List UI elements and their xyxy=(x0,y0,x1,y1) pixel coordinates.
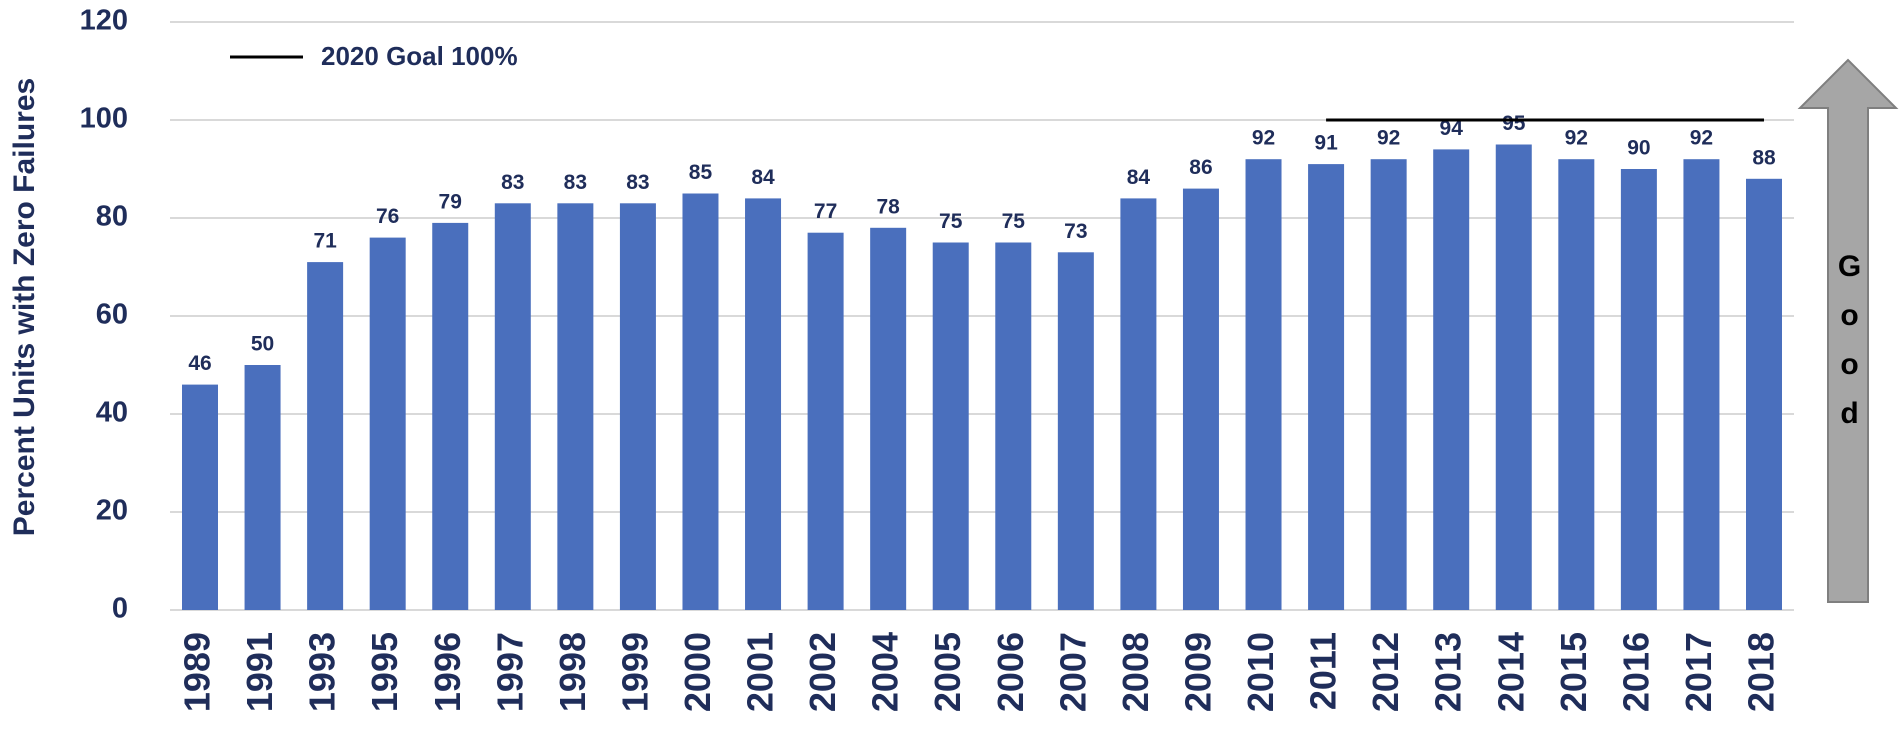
value-label: 86 xyxy=(1189,156,1212,179)
bar xyxy=(244,365,281,610)
x-tick-label: 2017 xyxy=(1678,632,1719,712)
value-label: 85 xyxy=(689,161,713,184)
arrow-label: Good xyxy=(1833,250,1866,446)
value-label: 84 xyxy=(751,166,775,189)
y-tick-label: 60 xyxy=(96,299,128,331)
bar xyxy=(619,203,656,611)
value-label: 92 xyxy=(1565,127,1588,150)
value-label: 84 xyxy=(1127,166,1151,189)
x-tick-label: 1997 xyxy=(489,632,530,712)
bar xyxy=(1495,144,1532,610)
y-tick-label: 80 xyxy=(96,201,128,233)
value-label: 78 xyxy=(876,195,900,218)
x-tick-label: 1999 xyxy=(614,632,655,712)
x-tick-label: 2008 xyxy=(1115,632,1156,712)
arrow-shape xyxy=(1797,58,1899,603)
bar xyxy=(1683,159,1720,610)
x-tick-label: 2014 xyxy=(1490,632,1531,712)
x-tick-label: 2012 xyxy=(1365,632,1406,712)
y-axis-label: Percent Units with Zero Failures xyxy=(8,78,41,536)
bar xyxy=(870,227,907,611)
x-tick-label: 2013 xyxy=(1428,632,1469,712)
value-label: 92 xyxy=(1252,127,1275,150)
value-label: 50 xyxy=(251,333,274,356)
bar xyxy=(557,203,594,611)
bar xyxy=(182,384,218,610)
x-tick-label: 2000 xyxy=(677,632,718,712)
x-tick-label: 1996 xyxy=(427,632,468,712)
bar xyxy=(745,198,782,610)
value-label: 95 xyxy=(1502,112,1526,135)
y-tick-label: 20 xyxy=(96,495,128,527)
value-label: 76 xyxy=(376,205,399,228)
x-tick-label: 2010 xyxy=(1240,632,1281,712)
bar xyxy=(995,242,1032,610)
bar xyxy=(1558,159,1595,610)
y-tick-label: 100 xyxy=(80,103,128,135)
x-tick-label: 2002 xyxy=(802,632,843,712)
x-tick-label: 1991 xyxy=(239,632,280,712)
value-label: 83 xyxy=(626,171,649,194)
bar xyxy=(1182,188,1219,610)
bar xyxy=(307,262,344,610)
value-label: 91 xyxy=(1314,132,1338,155)
x-tick-label: 2018 xyxy=(1741,632,1782,712)
bar xyxy=(1308,164,1345,610)
value-label: 94 xyxy=(1440,117,1464,140)
x-tick-label: 1989 xyxy=(177,632,218,712)
x-tick-label: 2007 xyxy=(1052,632,1093,712)
bar xyxy=(1433,149,1470,610)
bar xyxy=(1370,159,1407,610)
legend-label: 2020 Goal 100% xyxy=(321,41,518,71)
value-label: 77 xyxy=(814,200,837,223)
y-tick-label: 0 xyxy=(112,593,128,625)
value-label: 73 xyxy=(1064,220,1087,243)
bar xyxy=(1120,198,1157,610)
value-label: 75 xyxy=(1002,210,1026,233)
value-label: 92 xyxy=(1377,127,1400,150)
x-tick-label: 1993 xyxy=(302,632,343,712)
bar xyxy=(369,237,406,610)
x-tick-label: 2016 xyxy=(1615,632,1656,712)
x-tick-label: 1998 xyxy=(552,632,593,712)
x-tick-label: 1995 xyxy=(364,632,405,712)
value-label: 46 xyxy=(188,352,211,375)
y-tick-label: 40 xyxy=(96,397,128,429)
bar xyxy=(1245,159,1282,610)
x-tick-label: 2006 xyxy=(990,632,1031,712)
bar xyxy=(682,193,719,610)
x-tick-label: 2015 xyxy=(1553,632,1594,712)
value-label: 88 xyxy=(1752,146,1776,169)
value-label: 75 xyxy=(939,210,963,233)
x-tick-label: 2009 xyxy=(1177,632,1218,712)
value-label: 83 xyxy=(564,171,587,194)
bar xyxy=(432,222,469,610)
x-tick-label: 2004 xyxy=(865,632,906,712)
bar xyxy=(494,203,531,611)
bar xyxy=(932,242,969,610)
x-tick-label: 2011 xyxy=(1303,632,1344,710)
bar xyxy=(807,232,844,610)
value-label: 83 xyxy=(501,171,524,194)
value-label: 71 xyxy=(313,230,337,253)
value-label: 92 xyxy=(1690,127,1713,150)
good-arrow: Good xyxy=(1797,58,1899,603)
bar xyxy=(1620,169,1657,610)
x-tick-label: 2001 xyxy=(740,632,781,712)
bar xyxy=(1746,178,1782,611)
value-label: 90 xyxy=(1627,137,1650,160)
x-tick-label: 2005 xyxy=(927,632,968,712)
y-tick-label: 120 xyxy=(80,5,128,37)
value-label: 79 xyxy=(439,190,462,213)
bar xyxy=(1057,252,1094,611)
